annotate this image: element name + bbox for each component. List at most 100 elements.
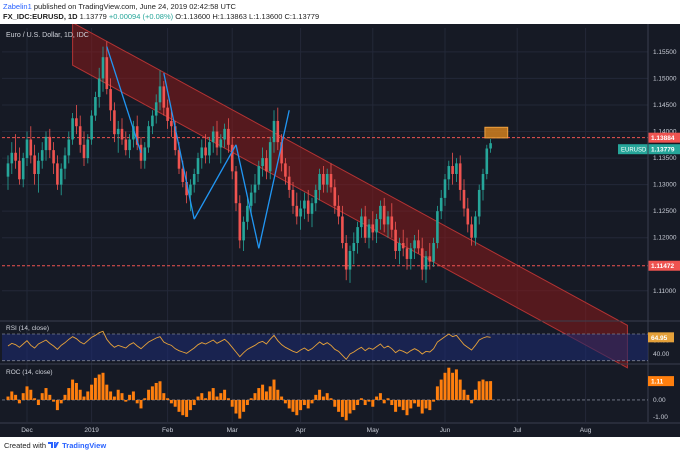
candle-body bbox=[52, 150, 55, 164]
roc-bar bbox=[97, 374, 101, 400]
candle-body bbox=[261, 158, 264, 167]
candle-body bbox=[75, 118, 78, 127]
roc-bar bbox=[401, 399, 405, 411]
candle-body bbox=[337, 205, 340, 217]
roc-bar bbox=[150, 386, 154, 400]
roc-bar bbox=[230, 399, 234, 407]
roc-bar bbox=[314, 394, 318, 400]
rsi-y-tick: 40.00 bbox=[653, 351, 670, 358]
candle-body bbox=[413, 240, 416, 249]
support-price-tag: 1.11472 bbox=[651, 263, 675, 270]
roc-bar bbox=[276, 389, 280, 400]
roc-bar bbox=[192, 399, 196, 406]
candle-body bbox=[44, 136, 48, 151]
roc-bar bbox=[74, 382, 78, 400]
candle-body bbox=[105, 57, 109, 90]
roc-bar bbox=[173, 399, 177, 407]
candle-body bbox=[18, 160, 21, 180]
candle-body bbox=[375, 219, 378, 233]
roc-bar bbox=[135, 399, 139, 404]
candle-body bbox=[90, 115, 93, 140]
candle-body bbox=[151, 115, 154, 127]
candle-body bbox=[67, 139, 71, 156]
roc-bar bbox=[382, 399, 386, 404]
candle-body bbox=[481, 174, 485, 190]
candle-body bbox=[29, 139, 33, 156]
chart-area[interactable]: Dec 2019 Feb Mar Apr May Jun Jul Aug 1.15500 1.150… bbox=[0, 21, 680, 437]
roc-bar bbox=[166, 398, 170, 400]
publish-line: Zabelin1 published on TradingView.com, J… bbox=[3, 2, 236, 11]
candle-body bbox=[253, 184, 257, 193]
rsi-line bbox=[7, 330, 491, 361]
candle-body bbox=[436, 211, 439, 244]
last-price-text: 1.13779 bbox=[77, 12, 107, 21]
publish-info-bar: Zabelin1 published on TradingView.com, J… bbox=[0, 0, 680, 24]
roc-bar bbox=[340, 399, 344, 417]
roc-bar bbox=[489, 381, 493, 400]
roc-bar bbox=[295, 399, 299, 416]
roc-bar bbox=[25, 386, 29, 400]
roc-bar bbox=[420, 399, 424, 414]
roc-bar bbox=[71, 379, 75, 400]
roc-bar bbox=[101, 372, 105, 400]
roc-bar bbox=[196, 396, 200, 400]
candle-body bbox=[405, 248, 409, 259]
candle-body bbox=[14, 152, 17, 161]
candle-body bbox=[128, 139, 131, 151]
roc-bar bbox=[428, 399, 432, 411]
candle-body bbox=[200, 147, 204, 159]
roc-bar bbox=[318, 389, 322, 400]
roc-bar bbox=[439, 379, 443, 400]
candle-body bbox=[33, 155, 36, 174]
roc-bar bbox=[242, 399, 246, 412]
candle-body bbox=[474, 216, 477, 238]
candle-body bbox=[371, 224, 375, 233]
roc-bar bbox=[67, 388, 71, 400]
roc-bar bbox=[169, 399, 173, 404]
candle-body bbox=[348, 250, 352, 270]
author-link[interactable]: Zabelin1 bbox=[3, 2, 32, 11]
y-tick-label: 1.12000 bbox=[653, 235, 677, 242]
candle-body bbox=[143, 147, 147, 161]
roc-bar bbox=[264, 391, 268, 400]
roc-bar bbox=[485, 381, 489, 400]
candle-body bbox=[325, 174, 329, 185]
brand-link[interactable]: TradingView bbox=[62, 441, 107, 450]
candle-body bbox=[439, 197, 443, 212]
candle-body bbox=[158, 86, 162, 103]
roc-bar bbox=[451, 372, 455, 400]
roc-bar bbox=[280, 396, 284, 400]
roc-bar bbox=[48, 394, 52, 400]
roc-bar bbox=[147, 389, 151, 400]
candle-body bbox=[234, 171, 238, 204]
candle-body bbox=[360, 216, 363, 228]
candle-body bbox=[223, 128, 226, 140]
chart-svg[interactable]: Dec 2019 Feb Mar Apr May Jun Jul Aug 1.15500 1.150… bbox=[0, 21, 680, 437]
candle-body bbox=[458, 163, 462, 190]
candle-body bbox=[185, 181, 188, 196]
roc-bar bbox=[17, 399, 21, 404]
roc-value-tag-bg bbox=[648, 376, 674, 387]
candle-body bbox=[394, 229, 397, 251]
roc-bar bbox=[59, 399, 63, 404]
candle-body bbox=[97, 78, 101, 98]
roc-bar bbox=[249, 398, 253, 400]
candle-body bbox=[424, 256, 428, 270]
candle-body bbox=[249, 192, 253, 206]
chart-background bbox=[0, 24, 680, 437]
roc-bar bbox=[245, 399, 249, 406]
roc-bar bbox=[257, 388, 261, 400]
roc-bar bbox=[158, 381, 162, 400]
candle-body bbox=[82, 144, 86, 159]
candle-body bbox=[363, 216, 367, 238]
candle-body bbox=[189, 184, 192, 196]
y-tick-label: 1.12500 bbox=[653, 208, 677, 215]
roc-bar bbox=[344, 399, 348, 421]
candle-body bbox=[6, 163, 10, 177]
candle-body bbox=[242, 221, 245, 241]
candle-body bbox=[462, 189, 466, 209]
candle-body bbox=[192, 174, 196, 185]
x-tick-label: Dec bbox=[21, 427, 33, 434]
candle-body bbox=[162, 86, 166, 108]
roc-bar bbox=[109, 391, 113, 400]
